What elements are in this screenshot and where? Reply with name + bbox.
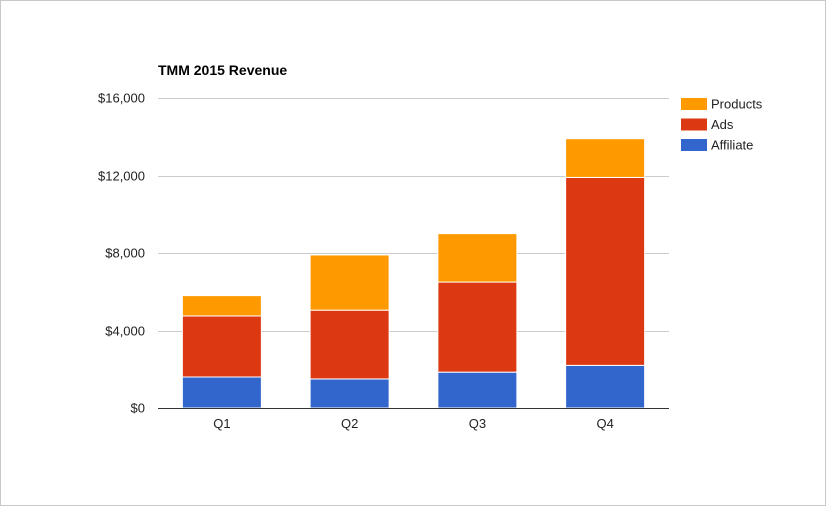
bar-affiliate-q2[interactable] (309, 378, 390, 409)
y-tick-label: $12,000 (98, 169, 145, 184)
chart-title: TMM 2015 Revenue (158, 62, 287, 78)
legend-swatch-affiliate (681, 139, 707, 151)
bar-ads-q2[interactable] (309, 309, 390, 380)
bar-products-q3[interactable] (437, 233, 518, 283)
y-axis-ticks: $0 $4,000 $8,000 $12,000 $16,000 (98, 91, 145, 416)
bar-affiliate-q4[interactable] (565, 364, 646, 409)
legend: Products Ads Affiliate (681, 97, 763, 153)
x-tick-label: Q4 (596, 416, 613, 431)
legend-label-ads: Ads (711, 117, 734, 132)
y-tick-label: $4,000 (105, 324, 145, 339)
legend-swatch-ads (681, 118, 707, 131)
x-axis-ticks: Q1 Q2 Q3 Q4 (213, 416, 614, 431)
x-tick-label: Q3 (469, 416, 486, 431)
bar-ads-q1[interactable] (181, 315, 262, 378)
bar-affiliate-q1[interactable] (181, 376, 262, 409)
bar-affiliate-q3[interactable] (437, 371, 518, 409)
bar-products-q1[interactable] (181, 295, 262, 317)
x-tick-label: Q1 (213, 416, 230, 431)
bar-products-q4[interactable] (565, 138, 646, 178)
y-tick-label: $16,000 (98, 91, 145, 106)
bar-ads-q3[interactable] (437, 281, 518, 373)
bars (181, 138, 646, 409)
legend-label-products: Products (711, 97, 763, 112)
legend-swatch-products (681, 98, 707, 110)
bar-products-q2[interactable] (309, 254, 390, 311)
y-tick-label: $8,000 (105, 246, 145, 261)
y-tick-label: $0 (131, 401, 145, 416)
bar-ads-q4[interactable] (565, 176, 646, 366)
legend-label-affiliate: Affiliate (711, 138, 753, 153)
x-tick-label: Q2 (341, 416, 358, 431)
